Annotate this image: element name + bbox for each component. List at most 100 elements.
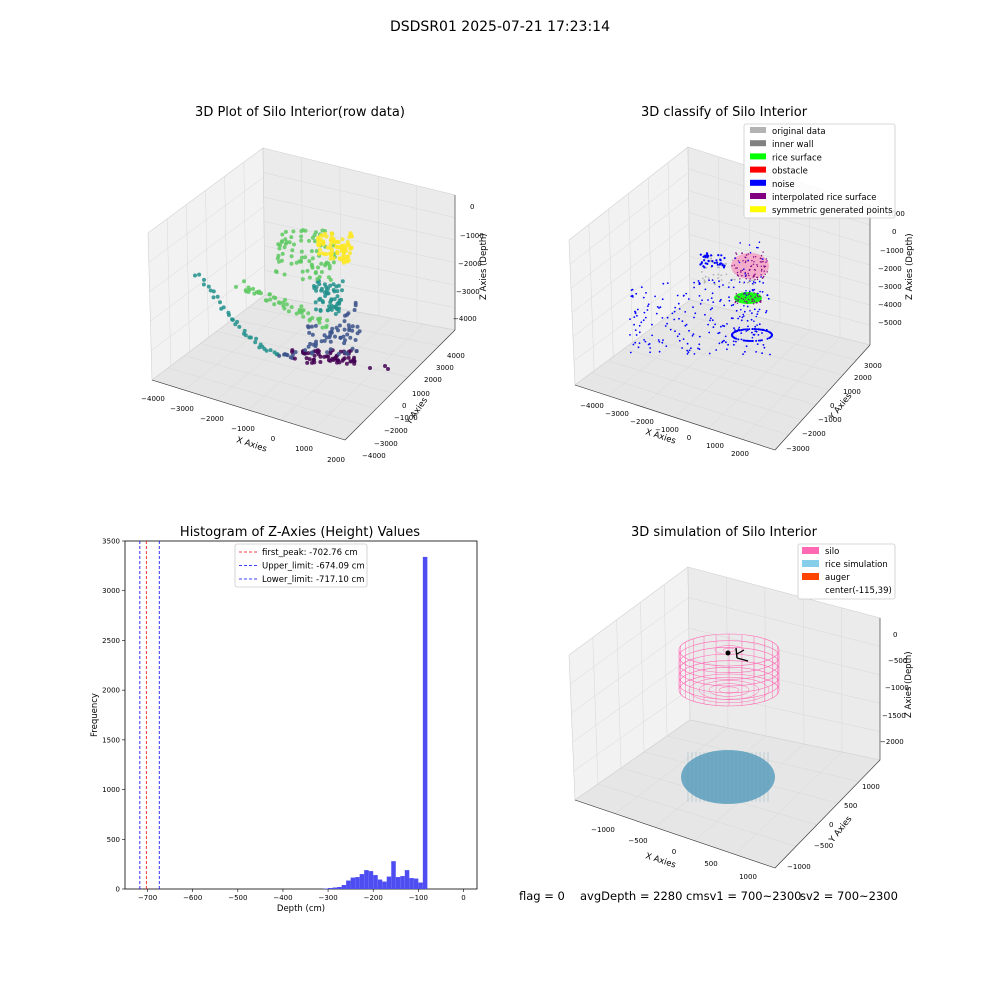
data-point	[335, 294, 340, 299]
histogram-bars	[323, 556, 428, 889]
data-point	[287, 240, 292, 245]
data-point	[282, 272, 287, 277]
data-point	[206, 284, 211, 289]
histogram-bar	[332, 887, 338, 889]
data-point	[733, 331, 736, 333]
grid-line	[592, 637, 599, 785]
data-point	[673, 310, 676, 313]
data-point	[751, 312, 753, 315]
data-point	[760, 265, 762, 267]
data-point	[737, 317, 739, 320]
data-point	[723, 339, 725, 342]
data-point	[631, 294, 634, 297]
data-point	[709, 257, 712, 260]
data-point	[328, 242, 333, 247]
data-point	[736, 295, 738, 297]
data-point	[314, 249, 319, 254]
data-point	[314, 285, 319, 290]
grid-line	[597, 783, 797, 847]
data-point	[335, 251, 340, 256]
histogram-bar	[382, 881, 387, 889]
ytick-label: 1000	[102, 786, 120, 794]
data-point	[742, 298, 745, 301]
data-point	[305, 268, 310, 273]
data-point	[735, 253, 738, 255]
xtick-label: −600	[183, 894, 202, 902]
data-point	[757, 296, 759, 298]
data-point	[753, 328, 756, 330]
data-point	[737, 260, 740, 262]
data-point	[640, 321, 643, 324]
data-point	[633, 323, 635, 326]
p2-ztick: −1000	[880, 247, 904, 255]
grid-line	[205, 190, 209, 338]
p4-ytick: −1000	[787, 863, 811, 871]
data-point	[312, 233, 317, 238]
data-point	[307, 357, 312, 362]
data-point	[642, 319, 645, 322]
data-point	[323, 294, 328, 298]
data-point	[325, 291, 330, 296]
ytick-label: 2000	[102, 687, 120, 695]
data-point	[318, 308, 323, 313]
data-point	[717, 332, 720, 335]
data-point	[734, 301, 736, 304]
data-point	[283, 229, 288, 234]
data-point	[318, 360, 323, 364]
data-point	[662, 339, 664, 341]
data-point	[342, 319, 347, 324]
data-point	[319, 270, 324, 274]
ytick-label: 3500	[102, 538, 120, 546]
panel-histogram: Histogram of Z-Axies (Height) Values 0 50…	[90, 525, 478, 914]
panel-simulation-title: 3D simulation of Silo Interior	[631, 525, 818, 540]
data-point	[744, 328, 747, 331]
legend-swatch	[802, 573, 819, 580]
data-point	[348, 251, 352, 256]
data-point	[303, 255, 308, 260]
data-point	[698, 283, 701, 286]
data-point	[763, 266, 766, 268]
data-point	[644, 316, 647, 319]
data-point	[749, 278, 751, 280]
data-point	[742, 260, 744, 262]
grid-line	[571, 627, 689, 714]
data-point	[310, 264, 315, 269]
data-point	[712, 326, 715, 329]
data-point	[760, 328, 763, 331]
data-point	[306, 344, 311, 349]
data-point	[718, 285, 721, 288]
grid-line	[674, 322, 781, 418]
data-point	[735, 298, 737, 300]
data-point	[758, 308, 761, 311]
data-point	[723, 304, 726, 307]
data-point	[719, 262, 722, 265]
data-point	[703, 279, 706, 282]
data-point	[643, 311, 646, 314]
data-point	[197, 272, 202, 277]
data-point	[268, 348, 273, 353]
ytick-label: 500	[107, 836, 120, 844]
data-point	[347, 328, 352, 333]
data-point	[642, 296, 645, 299]
data-point	[751, 260, 753, 262]
data-point	[251, 286, 256, 291]
grid-line	[312, 323, 424, 431]
grid-line	[280, 318, 392, 421]
p1-ylabel: Y Axies	[404, 395, 431, 427]
data-point	[753, 320, 755, 323]
grid-line	[184, 300, 297, 391]
p2-ytick: 2000	[854, 374, 872, 382]
data-point	[757, 339, 760, 342]
data-point	[711, 319, 714, 322]
data-point	[707, 277, 710, 279]
data-point	[752, 283, 755, 286]
grid-line	[802, 597, 805, 745]
grid-line	[673, 311, 857, 361]
data-point	[725, 273, 728, 276]
ytick-label: 0	[116, 886, 120, 894]
data-point	[744, 300, 746, 302]
data-point	[739, 278, 741, 280]
data-point	[718, 280, 720, 283]
p4-legend-frame	[797, 543, 896, 600]
data-point	[745, 345, 748, 348]
